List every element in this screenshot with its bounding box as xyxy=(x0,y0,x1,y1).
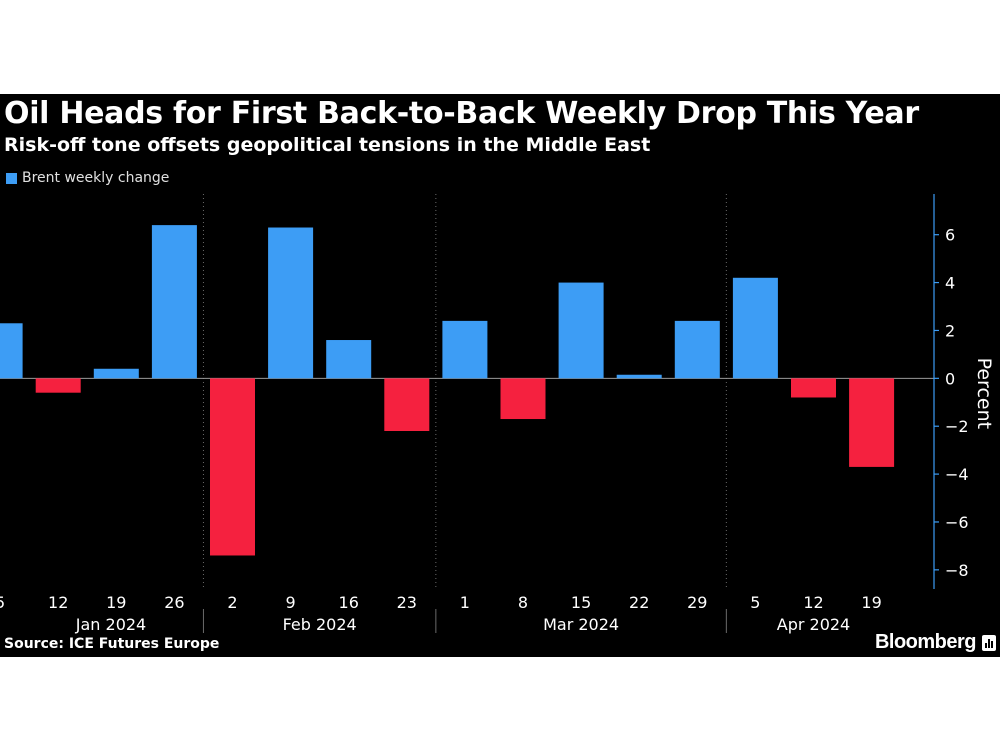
month-label: Mar 2024 xyxy=(543,615,619,634)
legend-label: Brent weekly change xyxy=(22,170,170,186)
brand-logo: Bloomberg xyxy=(875,631,996,654)
x-tick-label: 12 xyxy=(48,593,68,612)
bar xyxy=(558,282,604,379)
y-tick-label: 0 xyxy=(945,369,955,388)
legend-swatch xyxy=(6,172,17,184)
y-tick-label: 4 xyxy=(945,274,955,293)
x-tick-label: 9 xyxy=(286,593,296,612)
bloomberg-chart-icon xyxy=(982,634,996,651)
chart-panel: 6 4 2 0 −2 −4 −6 −8 Percent 5 12 19 26 2 9 16 23 1 8 15 22 29… xyxy=(0,94,1000,657)
x-tick-label: 29 xyxy=(687,593,707,612)
y-tick-label: −4 xyxy=(945,465,969,484)
x-tick-label: 26 xyxy=(164,593,184,612)
y-tick-label: 2 xyxy=(945,321,955,340)
x-tick-label: 5 xyxy=(0,593,5,612)
bar xyxy=(616,374,662,379)
x-tick-label: 16 xyxy=(339,593,359,612)
x-tick-label: 19 xyxy=(861,593,881,612)
legend: Brent weekly change xyxy=(6,170,169,186)
bar xyxy=(442,320,488,379)
bar xyxy=(35,378,81,393)
chart-subtitle: Risk-off tone offsets geopolitical tensi… xyxy=(4,134,651,156)
bar xyxy=(210,378,255,556)
bar xyxy=(151,225,197,379)
y-tick-label: −2 xyxy=(945,417,969,436)
month-label: Jan 2024 xyxy=(75,615,146,634)
chart-title: Oil Heads for First Back-to-Back Weekly … xyxy=(4,96,919,131)
x-tick-label: 2 xyxy=(227,593,237,612)
bar xyxy=(384,378,430,431)
bar xyxy=(93,368,139,379)
bar xyxy=(791,378,836,398)
x-tick-label: 8 xyxy=(518,593,528,612)
y-tick-label: −8 xyxy=(945,561,969,580)
x-tick-label: 15 xyxy=(571,593,591,612)
brand-name: Bloomberg xyxy=(874,631,977,653)
x-tick-label: 12 xyxy=(803,593,823,612)
bar xyxy=(732,277,778,379)
x-tick-label: 23 xyxy=(397,593,417,612)
bar xyxy=(326,340,372,379)
x-tick-label: 19 xyxy=(106,593,126,612)
x-tick-label: 22 xyxy=(629,593,649,612)
source-note: Source: ICE Futures Europe xyxy=(4,636,220,652)
x-tick-label: 5 xyxy=(750,593,760,612)
bar xyxy=(268,227,314,379)
bar xyxy=(0,323,23,379)
y-axis-label: Percent xyxy=(973,358,995,430)
x-tick-label: 1 xyxy=(460,593,470,612)
month-label: Feb 2024 xyxy=(283,615,357,634)
y-tick-label: 6 xyxy=(945,226,955,245)
month-label: Apr 2024 xyxy=(777,615,850,634)
bar xyxy=(500,378,546,420)
bar xyxy=(849,378,895,467)
y-tick-label: −6 xyxy=(945,513,969,532)
bar xyxy=(674,320,720,379)
